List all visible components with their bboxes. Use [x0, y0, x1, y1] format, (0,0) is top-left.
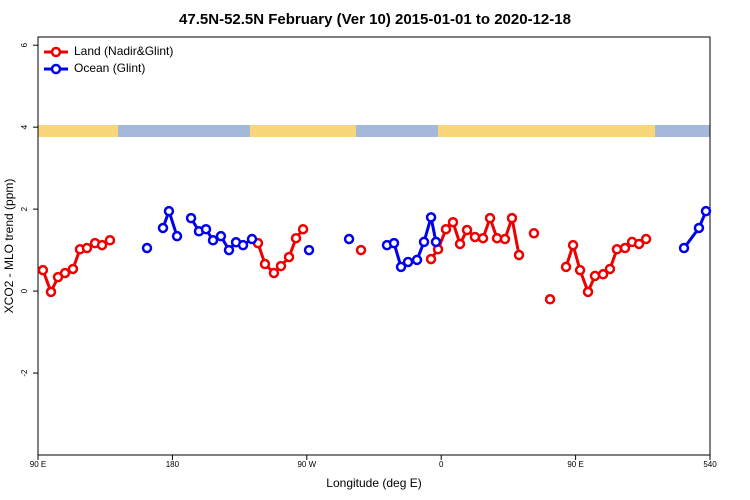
legend-marker	[50, 46, 62, 58]
y-tick-label: 4	[20, 124, 29, 129]
data-point	[574, 264, 586, 276]
data-point	[560, 261, 572, 273]
data-point	[440, 223, 452, 235]
data-point	[171, 230, 183, 242]
land-band	[38, 125, 118, 137]
data-point	[343, 233, 355, 245]
land-ocean-strip	[38, 125, 710, 137]
data-point	[604, 263, 616, 275]
y-tick-label: -2	[20, 369, 29, 377]
data-point	[418, 236, 430, 248]
data-point	[355, 244, 367, 256]
y-tick-label: 0	[20, 288, 29, 293]
x-tick-label: 0	[439, 460, 444, 469]
data-point	[477, 232, 489, 244]
legend-label: Land (Nadir&Glint)	[74, 44, 173, 58]
data-point	[215, 230, 227, 242]
data-point	[640, 233, 652, 245]
data-point	[513, 249, 525, 261]
data-point	[395, 261, 407, 273]
legend-label: Ocean (Glint)	[74, 61, 145, 75]
data-point	[388, 237, 400, 249]
data-point	[402, 256, 414, 268]
x-tick-label: 90 W	[297, 460, 316, 469]
data-point	[37, 264, 49, 276]
x-tick-label: 540	[703, 460, 717, 469]
data-point	[425, 253, 437, 265]
data-point	[200, 223, 212, 235]
data-point	[246, 233, 258, 245]
x-tick-label: 180	[166, 460, 180, 469]
land-band	[250, 125, 356, 137]
y-tick-label: 6	[20, 42, 29, 47]
data-point	[81, 242, 93, 254]
data-point	[223, 244, 235, 256]
x-axis-label: Longitude (deg E)	[326, 476, 421, 490]
data-point	[96, 239, 108, 251]
data-point	[67, 263, 79, 275]
data-point	[597, 269, 609, 280]
data-point	[454, 238, 466, 250]
data-point	[447, 216, 459, 228]
data-point	[678, 242, 690, 254]
data-point	[297, 223, 309, 235]
data-point	[430, 236, 442, 248]
data-point	[303, 244, 315, 256]
data-point	[59, 267, 71, 279]
chart-title: 47.5N-52.5N February (Ver 10) 2015-01-01…	[179, 11, 571, 28]
data-point	[582, 286, 594, 298]
data-point	[469, 231, 481, 243]
data-point	[528, 228, 540, 239]
data-point	[611, 244, 623, 255]
legend-marker	[50, 63, 62, 75]
data-point	[411, 254, 423, 266]
data-point	[185, 212, 197, 224]
data-point	[283, 251, 295, 263]
data-point	[619, 242, 631, 254]
data-point	[506, 212, 518, 224]
data-point	[104, 235, 116, 246]
data-point	[259, 258, 271, 270]
data-point	[425, 212, 437, 223]
data-point	[700, 205, 712, 217]
data-point	[484, 212, 496, 224]
y-axis-label: XCO2 - MLO trend (ppm)	[2, 179, 16, 314]
data-point	[268, 267, 280, 279]
series-line	[41, 212, 647, 296]
data-point	[290, 232, 302, 244]
data-point	[693, 222, 705, 234]
y-tick-label: 2	[20, 206, 29, 211]
data-point	[207, 235, 219, 246]
data-point	[499, 233, 511, 245]
data-point	[567, 239, 579, 251]
land-band	[438, 125, 655, 137]
data-point	[45, 286, 57, 298]
data-point	[544, 294, 556, 305]
plot-frame	[37, 36, 711, 456]
data-point	[633, 238, 645, 250]
x-tick-label: 90 E	[567, 460, 583, 469]
data-point	[163, 205, 175, 217]
data-point	[141, 242, 153, 254]
data-point	[237, 239, 249, 251]
data-point	[461, 224, 473, 236]
x-tick-label: 90 E	[30, 460, 46, 469]
data-point	[157, 222, 169, 234]
data-point	[589, 270, 601, 282]
data-point	[275, 260, 287, 272]
